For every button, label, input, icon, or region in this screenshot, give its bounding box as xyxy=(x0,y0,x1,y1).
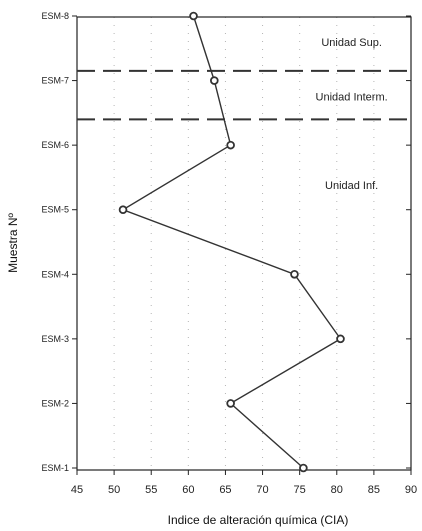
data-point xyxy=(290,269,299,279)
y-tick-label: ESM-2 xyxy=(41,398,69,408)
y-tick-label: ESM-5 xyxy=(41,205,69,215)
data-point xyxy=(299,463,308,473)
data-point xyxy=(226,399,235,408)
data-point xyxy=(210,76,219,85)
x-axis-title: Indice de alteración química (CIA) xyxy=(168,513,349,527)
y-tick-label: ESM-4 xyxy=(41,269,69,279)
data-point xyxy=(226,140,235,150)
x-tick-label: 80 xyxy=(331,484,343,496)
unit-label: Unidad Interm. xyxy=(316,92,388,104)
data-point xyxy=(118,205,128,215)
grid-layer xyxy=(113,17,375,470)
x-tick-label: 65 xyxy=(219,484,231,496)
y-tick-label: ESM-1 xyxy=(41,463,69,473)
unit-label: Unidad Inf. xyxy=(325,180,378,192)
x-tick-label: 75 xyxy=(294,484,306,496)
unit-label: Unidad Sup. xyxy=(321,37,382,49)
y-tick-label: ESM-6 xyxy=(41,140,69,150)
y-axis-title: Muestra Nº xyxy=(6,213,20,273)
x-tick-label: 85 xyxy=(368,484,380,496)
data-point xyxy=(189,11,198,21)
data-point xyxy=(336,334,345,344)
x-tick-label: 60 xyxy=(182,484,194,496)
unit-labels: Unidad Sup. Unidad Interm. Unidad Inf. xyxy=(316,37,388,192)
x-tick-label: 90 xyxy=(405,484,417,496)
y-tick-label: ESM-7 xyxy=(41,76,69,86)
cia-series xyxy=(118,11,345,473)
series-line xyxy=(121,15,342,469)
y-tick-label: ESM-3 xyxy=(41,334,69,344)
x-tick-label: 70 xyxy=(256,484,268,496)
y-tick-label: ESM-8 xyxy=(41,11,69,21)
x-axis: 45 50 55 60 65 70 75 80 85 90 xyxy=(71,470,417,496)
x-tick-label: 45 xyxy=(71,484,83,496)
y-axis: ESM-1 ESM-2 ESM-3 ESM-4 ESM-5 ESM-6 ESM-7 ESM-8 xyxy=(41,11,411,473)
unit-boundaries xyxy=(77,69,411,121)
x-tick-label: 55 xyxy=(145,484,157,496)
x-tick-label: 50 xyxy=(108,484,120,496)
plot-frame xyxy=(76,16,412,471)
